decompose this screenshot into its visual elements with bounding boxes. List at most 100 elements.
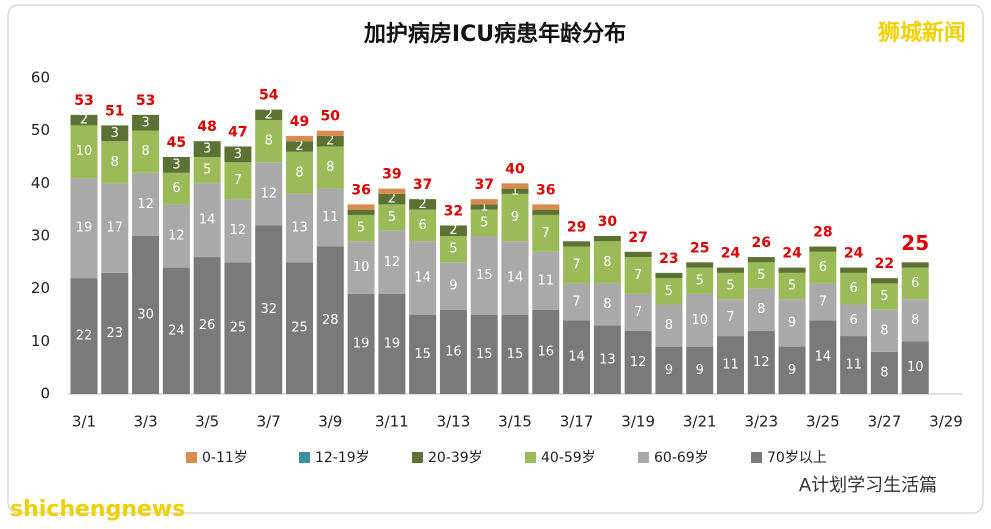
bar-segment [409,241,437,315]
segment-label: 5 [696,273,704,288]
segment-label: 14 [568,350,585,365]
segment-label: 19 [76,221,93,236]
segment-label: 12 [260,186,277,201]
total-label: 37 [474,177,493,193]
x-tick-label: 3/21 [683,413,717,431]
segment-label: 2 [419,197,427,212]
x-tick-label: 3/3 [134,413,158,431]
bar-segment [778,346,806,394]
segment-label: 8 [880,323,888,338]
bar-segment [901,267,929,300]
bar-segment [747,330,775,394]
bar-segment [378,193,406,205]
bar-segment [132,114,160,131]
total-label: 25 [690,240,709,256]
bar-segment [255,120,283,163]
y-tick-label: 60 [31,69,50,87]
segment-label: 14 [815,350,832,365]
x-tick-label: 3/17 [560,413,594,431]
total-label: 24 [782,246,802,262]
total-label: 29 [567,219,586,235]
bar-segment [686,293,714,347]
segment-label: 10 [353,260,370,275]
bar-segment [224,162,252,200]
total-label: 24 [844,246,864,262]
segment-label: 15 [414,347,431,362]
segment-label: 17 [107,221,124,236]
legend-swatch [186,452,197,463]
total-label: 28 [813,225,832,241]
bar-segment [809,283,837,321]
segment-label: 26 [199,318,216,333]
bar-segment [593,236,621,242]
segment-label: 10 [691,313,708,328]
segment-label: 9 [788,363,796,378]
segment-label: 3 [234,147,242,162]
legend-swatch [525,452,536,463]
bar-segment [162,267,190,394]
segment-label: 8 [757,302,765,317]
bar-segment [901,262,929,268]
segment-label: 24 [168,323,185,338]
bar-segment [778,267,806,273]
segment-label: 10 [76,144,93,159]
legend-label: 0-11岁 [202,450,248,466]
bar-segment [378,204,406,231]
segment-label: 8 [911,313,919,328]
segment-label: 9 [665,363,673,378]
segment-label: 19 [353,336,370,351]
bar-segment [870,351,898,394]
segment-label: 3 [172,157,180,172]
segment-label: 2 [449,223,457,238]
chart-title: 加护病房ICU病患年龄分布 [363,21,626,47]
bar-segment [717,299,744,337]
bar-segment [470,209,498,236]
bar-segment [224,262,252,394]
bar-segment [101,183,129,273]
total-label: 27 [628,230,647,246]
x-tick-label: 3/25 [806,413,840,431]
segment-label: 13 [599,352,616,367]
bar-segment [193,257,221,394]
legend-swatch [412,452,423,463]
bar-segment [409,199,437,210]
bar-segment [809,320,837,394]
bar-segment [101,141,129,184]
bar-segment [409,209,437,242]
total-label: 45 [167,135,186,151]
segment-label: 5 [788,279,796,294]
segment-label: 7 [726,310,734,325]
bar-segment [347,214,375,242]
segment-label: 7 [634,268,642,283]
segment-label: 5 [480,215,488,230]
total-label: 48 [197,119,216,135]
x-tick-label: 3/29 [929,413,963,431]
bar-segment [70,178,98,279]
segment-label: 12 [753,355,770,370]
bar-segment [809,246,837,252]
segment-label: 5 [726,279,734,294]
segment-label: 1 [480,200,488,215]
bar-segment [532,251,560,310]
bar-segment [901,341,929,394]
segment-label: 12 [230,223,247,238]
bar-segment [470,236,498,315]
bar-segment [563,283,591,321]
bar-segment [532,214,560,252]
bar-segment [347,241,375,294]
legend-label: 60-69岁 [654,450,709,466]
bar-segment [501,188,529,194]
segment-label: 5 [357,221,365,236]
bar-segment [563,241,591,247]
bar-segment [70,278,98,394]
bar-segment [286,141,313,152]
bar-segment [439,309,467,394]
total-label: 54 [259,88,279,104]
x-tick-label: 3/1 [72,413,96,431]
segment-label: 11 [322,210,339,225]
segment-label: 6 [172,181,180,196]
bar-segment [840,304,868,337]
plot: 0 10 20 30 40 50 60 3/1 3/3 3/5 3/7 3/9 3/11 3/13 3/15… [31,69,963,467]
segment-label: 15 [476,268,493,283]
segment-label: 5 [757,268,765,283]
